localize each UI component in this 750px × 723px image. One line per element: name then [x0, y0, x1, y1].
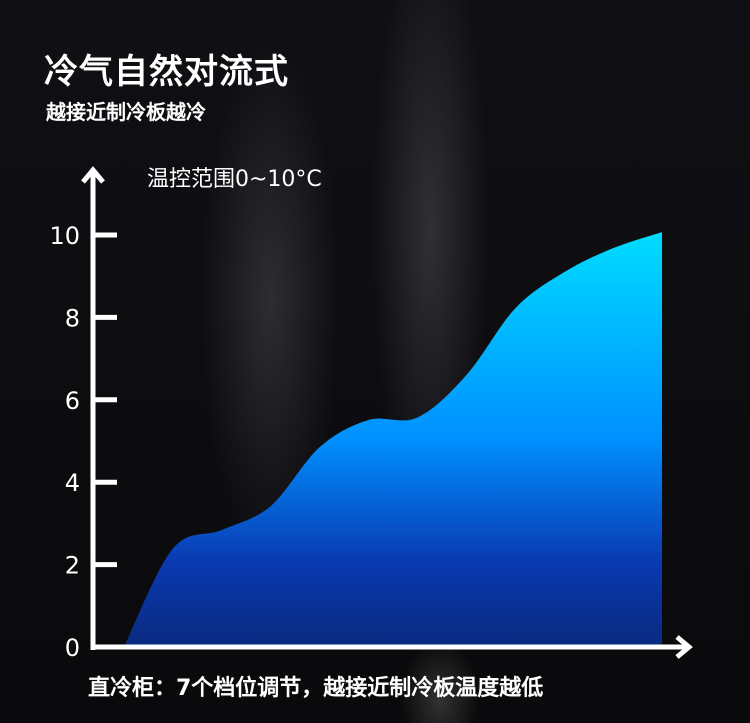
y-axis-label: 温控范围0~10°C — [147, 167, 322, 192]
y-tick-label: 2 — [65, 552, 80, 580]
page-title: 冷气自然对流式 — [44, 52, 289, 92]
y-tick-label: 6 — [65, 387, 80, 415]
y-tick-label: 8 — [65, 304, 80, 332]
caption: 直冷柜：7个档位调节，越接近制冷板温度越低 — [88, 676, 544, 701]
y-tick-label: 10 — [49, 222, 80, 250]
y-tick-label: 4 — [65, 469, 80, 497]
y-axis-arrow — [81, 166, 105, 184]
y-tick-label: 0 — [65, 634, 80, 662]
x-axis-arrow — [675, 635, 693, 659]
temperature-area — [124, 232, 662, 647]
axes — [81, 166, 693, 659]
subtitle: 越接近制冷板越冷 — [46, 100, 206, 124]
